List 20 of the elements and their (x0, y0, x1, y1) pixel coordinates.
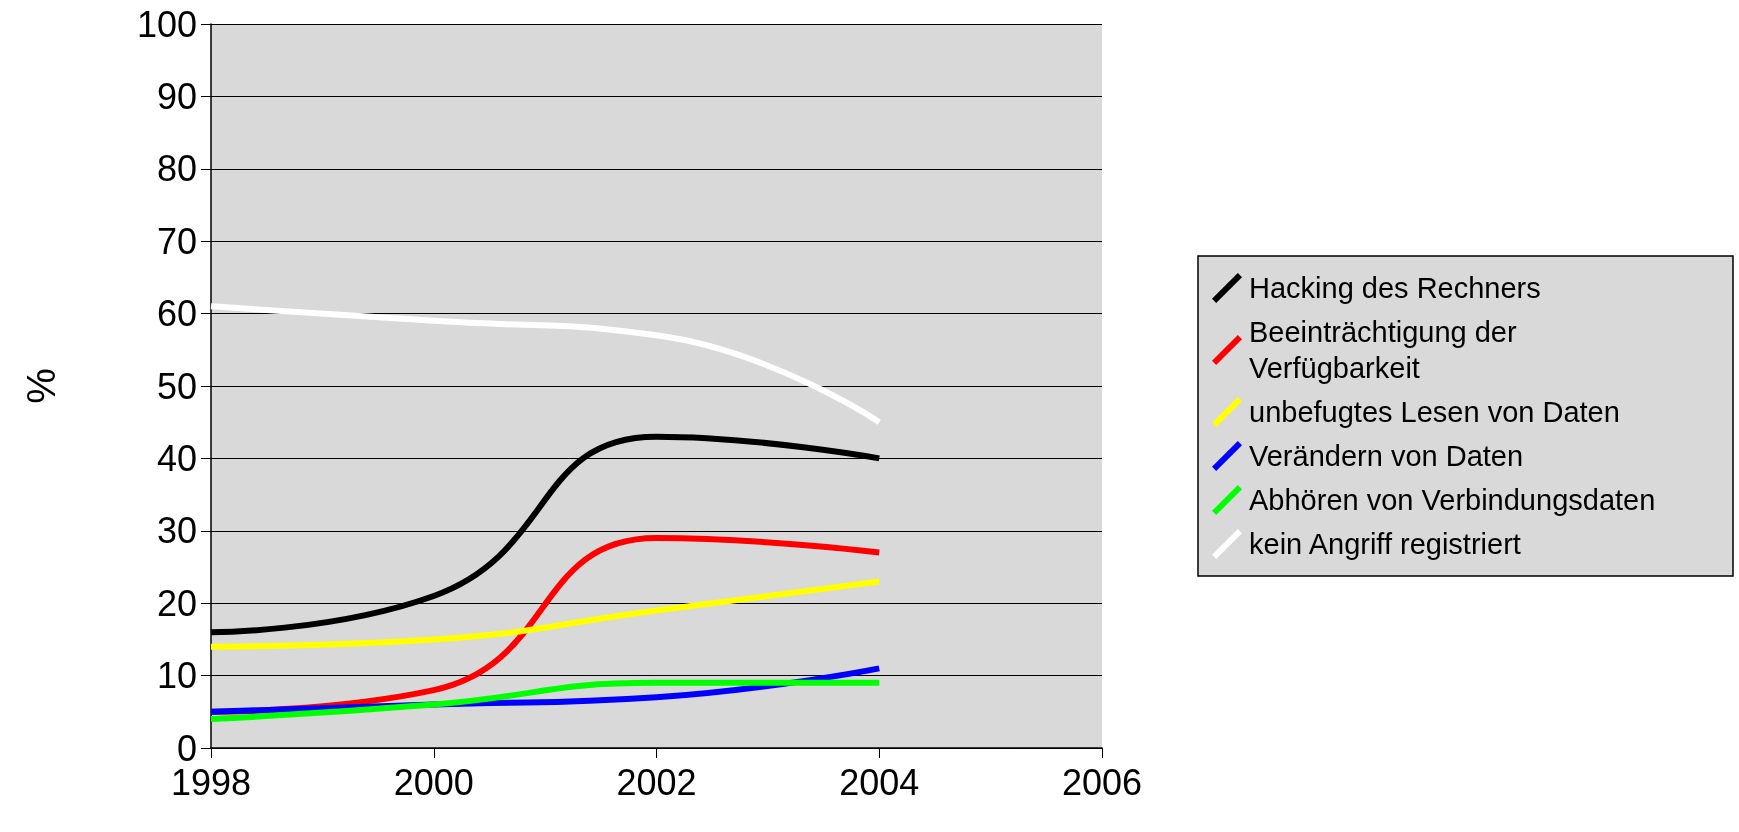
y-tick-label: 40 (156, 437, 197, 479)
y-tick-label: 20 (156, 582, 197, 624)
y-axis-title: % (19, 368, 63, 404)
legend-label: Hacking des Rechners (1249, 272, 1541, 304)
y-tick-label: 80 (156, 148, 197, 190)
y-tick-label: 60 (156, 293, 197, 335)
y-tick-label: 30 (156, 510, 197, 552)
x-tick-label: 2004 (839, 761, 920, 803)
y-tick-label: 50 (156, 365, 197, 407)
x-tick-label: 2006 (1061, 761, 1143, 803)
x-tick-label: 2002 (616, 761, 697, 803)
legend-label: Verändern von Daten (1249, 440, 1524, 472)
x-tick-label: 2000 (393, 761, 474, 803)
legend-label: unbefugtes Lesen von Daten (1249, 396, 1620, 428)
y-tick-label: 90 (156, 75, 197, 117)
legend-label: kein Angriff registriert (1249, 528, 1521, 560)
y-tick-label: 70 (156, 220, 197, 262)
y-tick-label: 100 (136, 3, 197, 45)
legend-label: Abhören von Verbindungsdaten (1249, 484, 1656, 516)
y-tick-label: 10 (156, 655, 197, 697)
